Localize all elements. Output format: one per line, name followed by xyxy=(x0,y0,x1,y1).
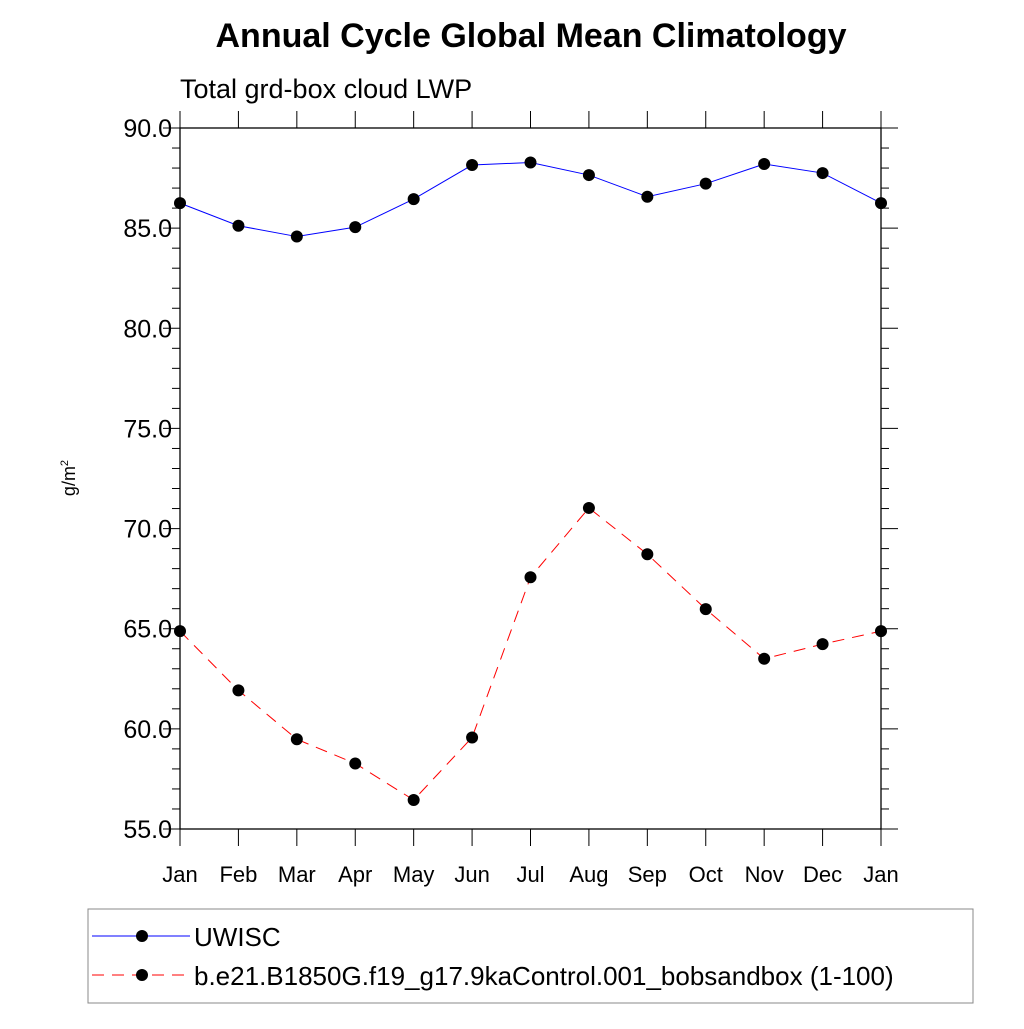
data-point xyxy=(407,193,420,206)
y-tick-label: 55.0 xyxy=(123,816,172,844)
data-point xyxy=(290,733,303,746)
data-point xyxy=(466,159,479,172)
legend-marker xyxy=(136,969,148,981)
data-point xyxy=(699,603,712,616)
legend-label: b.e21.B1850G.f19_g17.9kaControl.001_bobs… xyxy=(194,961,894,991)
data-point xyxy=(875,197,887,210)
data-point xyxy=(875,625,887,638)
x-tick-label: Sep xyxy=(628,862,667,887)
y-tick-label: 70.0 xyxy=(123,516,172,544)
series-layer xyxy=(174,156,887,806)
legend-box xyxy=(87,908,974,1004)
y-tick-label: 60.0 xyxy=(123,716,172,744)
x-tick-label: Feb xyxy=(219,862,257,887)
y-axis-label: g/m2 xyxy=(59,460,79,496)
data-point xyxy=(816,167,829,180)
data-point xyxy=(582,169,595,182)
x-tick-label: Jun xyxy=(454,862,489,887)
data-point xyxy=(407,793,420,806)
x-tick-label: Aug xyxy=(569,862,608,887)
data-point xyxy=(641,548,654,561)
x-tick-label: Apr xyxy=(338,862,372,887)
x-tick-label: Dec xyxy=(803,862,842,887)
data-point xyxy=(174,197,186,210)
x-tick-label: Jan xyxy=(863,862,898,887)
series-line-1 xyxy=(179,507,882,801)
x-tick-label: Mar xyxy=(278,862,316,887)
series-line-0 xyxy=(179,161,882,238)
chart-title: Annual Cycle Global Mean Climatology xyxy=(216,17,847,55)
data-point xyxy=(524,156,537,169)
data-point xyxy=(758,158,771,171)
data-point xyxy=(466,731,479,744)
y-tick-label: 85.0 xyxy=(123,215,172,243)
data-point xyxy=(290,230,303,243)
data-point xyxy=(349,221,362,234)
x-tick-label: Nov xyxy=(745,862,784,887)
data-point xyxy=(524,571,537,584)
plot-frame xyxy=(179,127,882,830)
x-tick-label: Jan xyxy=(162,862,197,887)
data-point xyxy=(174,625,186,638)
legend-marker xyxy=(136,930,148,942)
x-tick-label: Jul xyxy=(516,862,544,887)
data-point xyxy=(349,757,362,770)
x-tick-label: Oct xyxy=(689,862,723,887)
data-point xyxy=(232,684,245,697)
data-point xyxy=(816,638,829,651)
chart-subtitle: Total grd-box cloud LWP xyxy=(180,74,472,104)
y-tick-label: 80.0 xyxy=(123,315,172,343)
data-point xyxy=(582,501,595,514)
axes: 55.0 60.0 65.0 70.0 75.0 80.0 85.0 90.0 Jan Feb Ma… xyxy=(123,111,899,887)
y-tick-label: 65.0 xyxy=(123,616,172,644)
data-point xyxy=(641,190,654,203)
y-tick-label: 75.0 xyxy=(123,415,172,443)
y-axis-label-superscript: 2 xyxy=(59,460,71,466)
data-point xyxy=(699,177,712,190)
legend: UWISC b.e21.B1850G.f19_g17.9kaControl.001… xyxy=(92,922,894,991)
y-tick-label: 90.0 xyxy=(123,115,172,143)
data-point xyxy=(232,219,245,232)
data-point xyxy=(758,652,771,665)
legend-label: UWISC xyxy=(194,922,281,952)
x-tick-label: May xyxy=(393,862,435,887)
